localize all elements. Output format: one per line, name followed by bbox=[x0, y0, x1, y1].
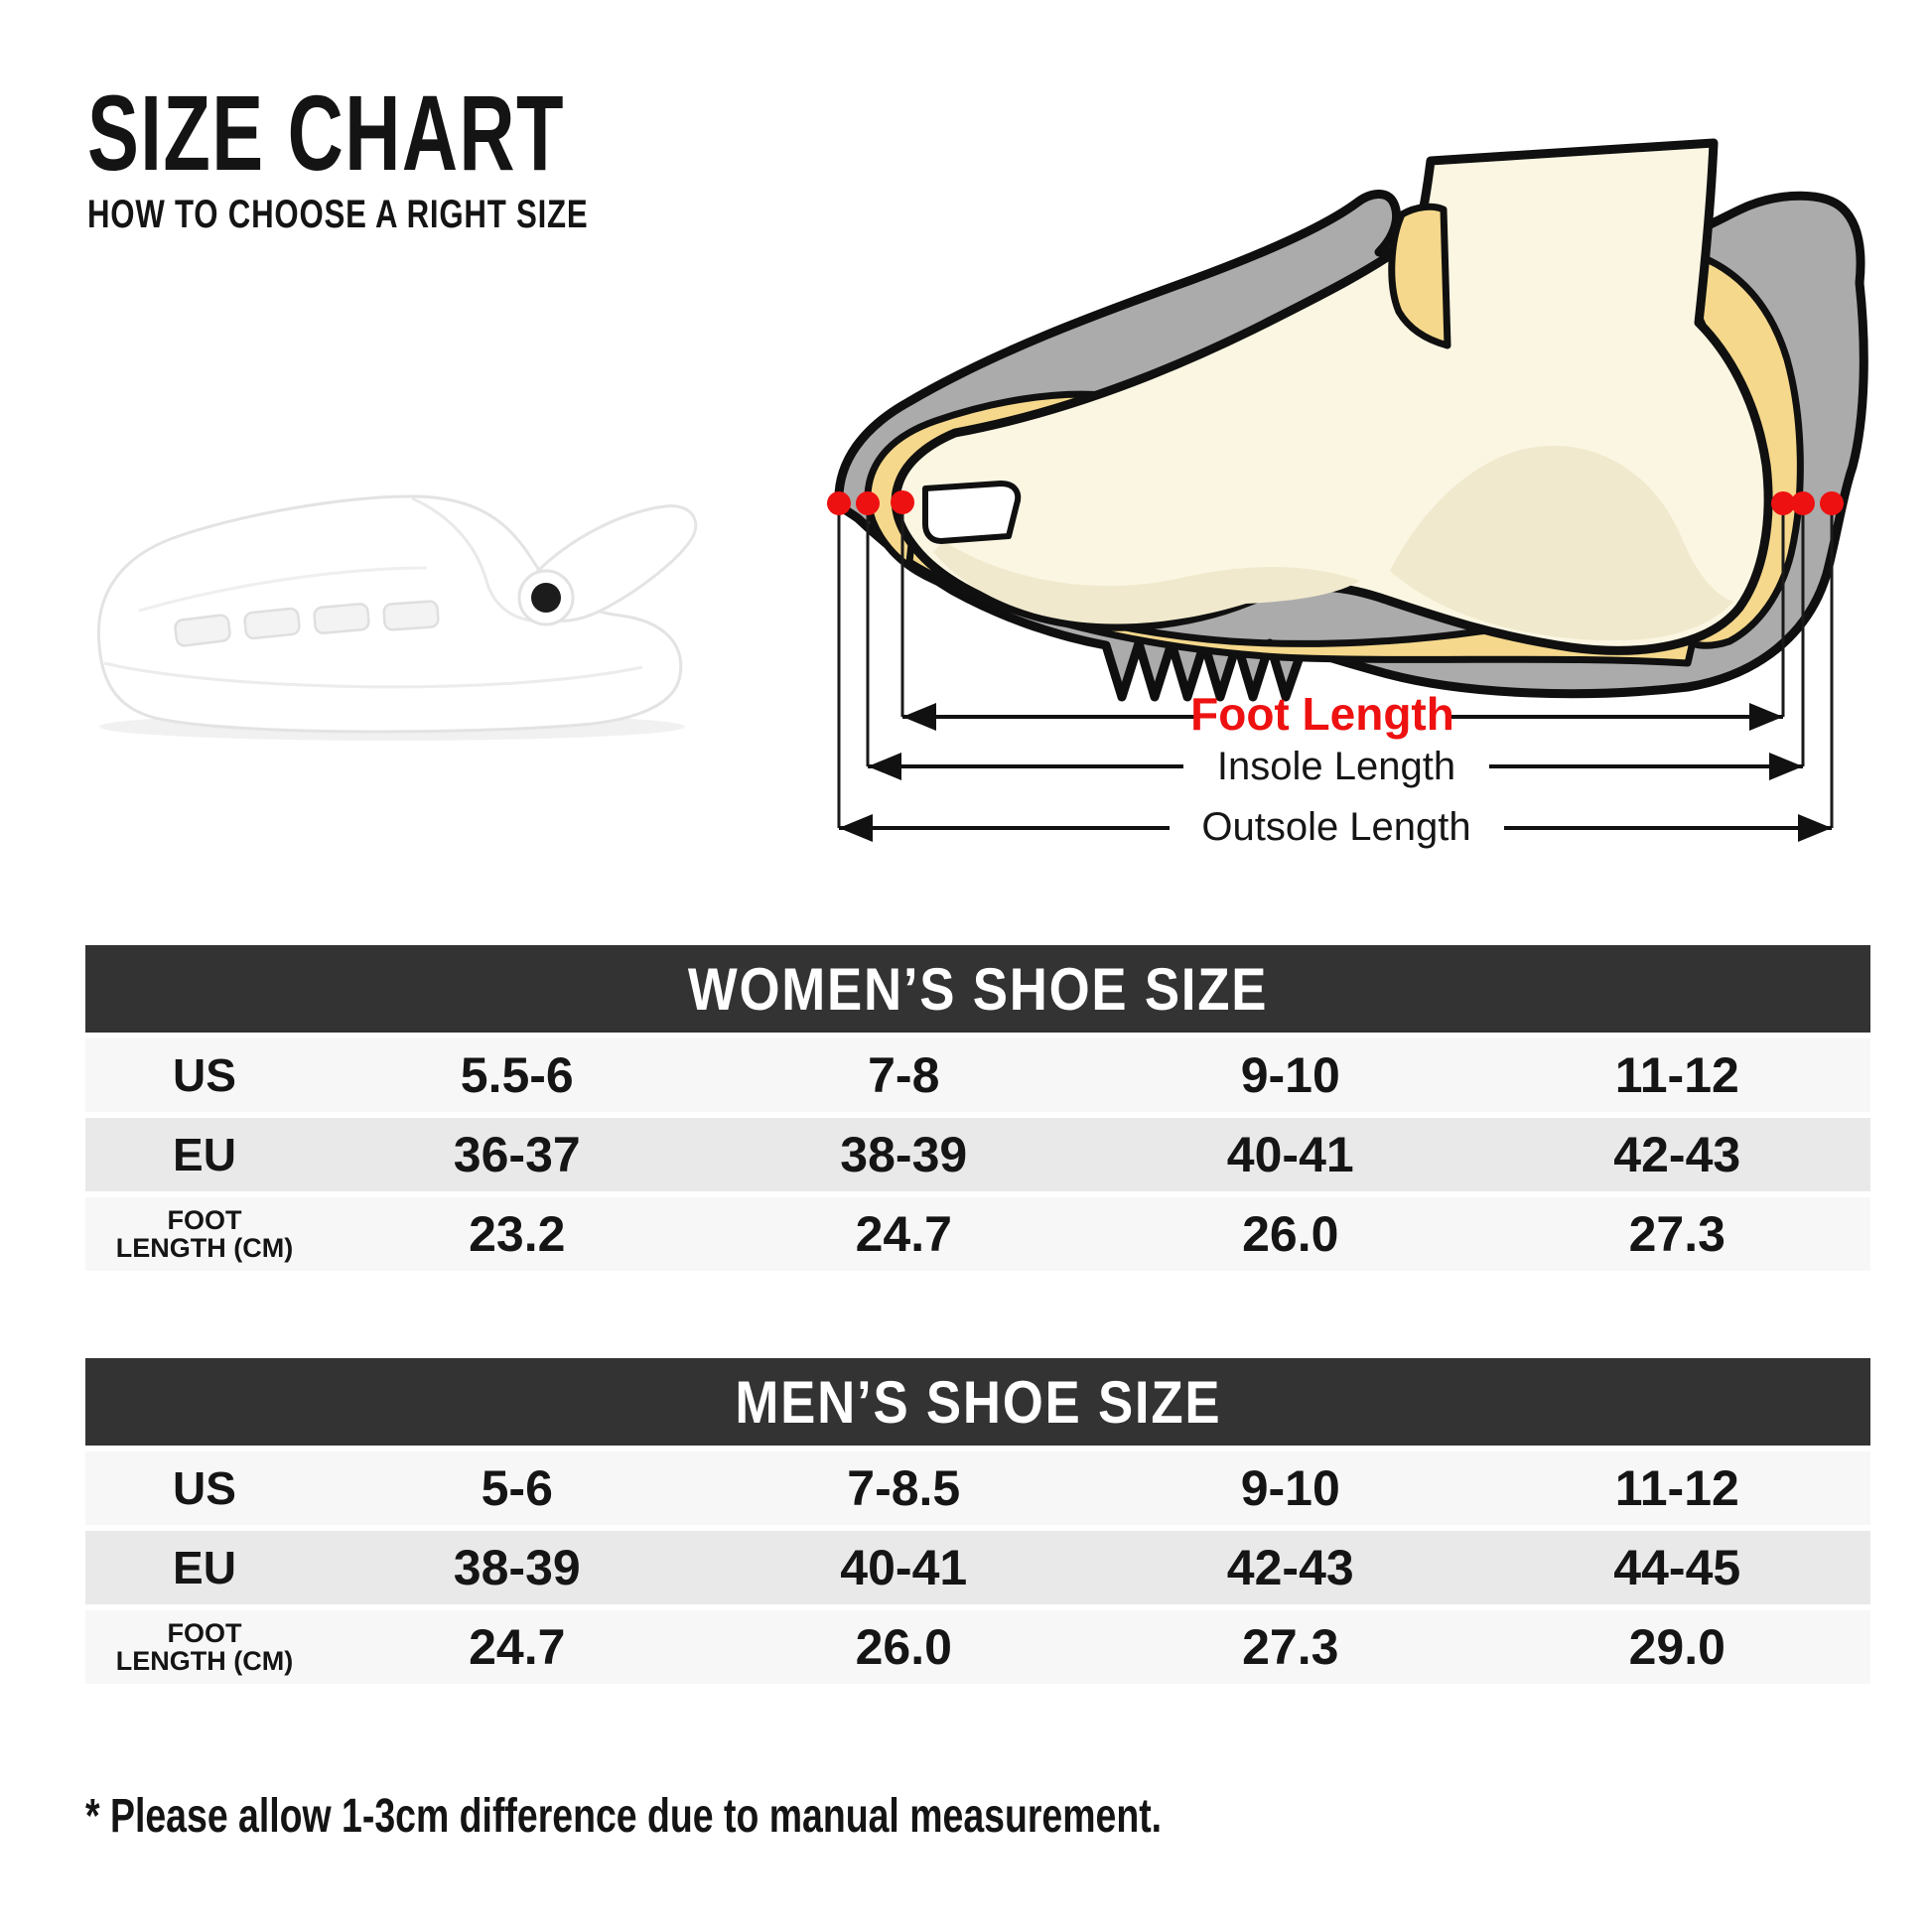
measurement-footnote: * Please allow 1-3cm difference due to m… bbox=[85, 1790, 1163, 1843]
table-row-us: US 5-6 7-8.5 9-10 11-12 bbox=[85, 1451, 1870, 1525]
clog-rivet bbox=[531, 583, 561, 613]
size-cell: 7-8.5 bbox=[847, 1460, 961, 1516]
clog-vamp-crease bbox=[138, 566, 428, 613]
insole-length-label: Insole Length bbox=[1216, 745, 1456, 788]
red-marker-dots bbox=[827, 490, 1844, 515]
clog-sole-line bbox=[103, 661, 643, 689]
table-row-foot-length: FOOT LENGTH (CM) 24.7 26.0 27.3 29.0 bbox=[85, 1610, 1870, 1684]
size-cell: 42-43 bbox=[1613, 1127, 1741, 1182]
size-cell: 9-10 bbox=[1240, 1460, 1340, 1516]
row-label-eu: EU bbox=[173, 1129, 236, 1180]
page-title: SIZE CHART bbox=[87, 72, 565, 193]
clog-collar-line bbox=[411, 496, 532, 622]
table-row-eu: EU 38-39 40-41 42-43 44-45 bbox=[85, 1531, 1870, 1604]
row-label-us: US bbox=[173, 1462, 236, 1514]
size-cell: 44-45 bbox=[1613, 1540, 1741, 1595]
size-cell: 5.5-6 bbox=[460, 1047, 574, 1103]
mens-table-title: MEN’S SHOE SIZE bbox=[735, 1368, 1221, 1436]
size-cell: 5-6 bbox=[481, 1460, 553, 1516]
size-cell: 27.3 bbox=[1628, 1206, 1725, 1262]
measurement-guide-lines bbox=[837, 511, 1834, 828]
table-row-foot-length: FOOT LENGTH (CM) 23.2 24.7 26.0 27.3 bbox=[85, 1197, 1870, 1271]
outsole-length-label: Outsole Length bbox=[1201, 805, 1471, 849]
size-cell: 42-43 bbox=[1226, 1540, 1354, 1595]
size-cell: 27.3 bbox=[1242, 1619, 1339, 1675]
clog-product-photo bbox=[96, 494, 698, 741]
size-cell: 36-37 bbox=[453, 1127, 581, 1182]
foot-shading bbox=[933, 445, 1733, 641]
ankle-lining-wedge bbox=[1388, 203, 1451, 349]
size-cell: 24.7 bbox=[469, 1619, 566, 1675]
size-cell: 38-39 bbox=[453, 1540, 581, 1595]
row-label-eu: EU bbox=[173, 1542, 236, 1593]
table-row-us: US 5.5-6 7-8 9-10 11-12 bbox=[85, 1038, 1870, 1112]
row-label-us: US bbox=[173, 1049, 236, 1101]
mens-table-title-bar: MEN’S SHOE SIZE bbox=[85, 1358, 1870, 1446]
foot-measurement-diagram bbox=[827, 138, 1868, 842]
dimension-arrows bbox=[839, 703, 1832, 842]
womens-table-title-bar: WOMEN’S SHOE SIZE bbox=[85, 945, 1870, 1033]
size-cell: 26.0 bbox=[855, 1619, 952, 1675]
size-cell: 23.2 bbox=[469, 1206, 566, 1262]
size-cell: 29.0 bbox=[1628, 1619, 1725, 1675]
womens-size-table: WOMEN’S SHOE SIZE US 5.5-6 7-8 9-10 11-1… bbox=[85, 945, 1870, 1271]
size-cell: 40-41 bbox=[840, 1540, 968, 1595]
size-cell: 7-8 bbox=[868, 1047, 940, 1103]
size-cell: 9-10 bbox=[1240, 1047, 1340, 1103]
size-cell: 24.7 bbox=[855, 1206, 952, 1262]
page-subtitle: HOW TO CHOOSE A RIGHT SIZE bbox=[87, 193, 589, 236]
size-cell: 40-41 bbox=[1226, 1127, 1354, 1182]
row-label-foot-length: FOOT LENGTH (CM) bbox=[115, 1204, 294, 1263]
size-cell: 26.0 bbox=[1242, 1206, 1339, 1262]
row-label-foot-length: FOOT LENGTH (CM) bbox=[115, 1617, 294, 1676]
size-cell: 11-12 bbox=[1614, 1460, 1739, 1516]
toenail bbox=[922, 481, 1022, 544]
clog-vent-slots bbox=[174, 600, 440, 647]
table-row-eu: EU 36-37 38-39 40-41 42-43 bbox=[85, 1118, 1870, 1191]
womens-table-title: WOMEN’S SHOE SIZE bbox=[687, 955, 1269, 1023]
size-cell: 11-12 bbox=[1614, 1047, 1739, 1103]
foot-length-label: Foot Length bbox=[1190, 688, 1454, 740]
size-cell: 38-39 bbox=[840, 1127, 968, 1182]
mens-size-table: MEN’S SHOE SIZE US 5-6 7-8.5 9-10 11-12 … bbox=[85, 1358, 1870, 1684]
